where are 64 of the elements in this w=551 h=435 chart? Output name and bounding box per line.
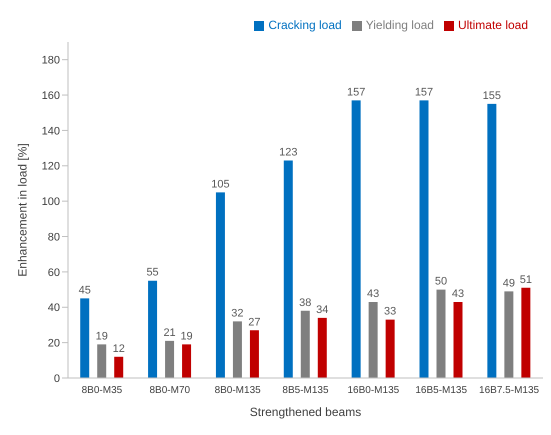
data-label: 19 [96,330,108,342]
data-label: 32 [231,307,244,320]
x-axis-title: Strengthened beams [250,405,362,419]
bar [368,302,378,378]
bar [232,321,242,378]
data-label: 105 [211,178,230,190]
data-label: 49 [502,277,515,290]
legend-label: Yielding load [366,18,434,32]
bar [436,290,446,378]
y-tick-label: 20 [48,338,60,350]
bar [97,344,106,378]
x-tick-label: 8B0-M70 [149,385,191,396]
bar [454,302,462,378]
legend-label: Cracking load [268,18,342,32]
x-tick-label: 8B0-M35 [82,385,123,396]
data-label: 21 [163,326,176,339]
x-tick-label: 16B5-M135 [415,385,468,396]
data-label: 123 [279,146,298,158]
data-label: 43 [452,288,464,300]
y-tick-label: 120 [42,160,60,173]
bar [386,320,395,378]
y-tick-label: 80 [48,231,60,244]
bar [165,340,174,378]
bar [182,344,192,378]
bar [521,288,530,378]
legend-label: Ultimate load [458,18,528,32]
y-tick-label: 180 [42,54,60,67]
y-tick-label: 100 [42,196,60,208]
data-label: 12 [112,342,125,355]
x-tick-label: 8B0-M135 [214,385,262,396]
data-label: 34 [316,304,328,316]
y-tick-label: 60 [48,266,60,279]
x-tick-label: 8B5-M135 [282,385,330,396]
bar [284,160,293,378]
data-label: 157 [346,86,366,98]
y-axis-title: Enhancement in load [%] [15,143,30,277]
data-label: 45 [78,284,91,296]
x-tick-label: 16B7.5-M135 [479,385,540,396]
y-tick-label: 140 [42,125,60,138]
bar [148,280,158,378]
data-label: 55 [146,266,159,279]
data-label: 43 [367,288,380,300]
bar [216,192,225,378]
data-label: 155 [482,90,502,102]
data-label: 33 [384,306,396,318]
bar [80,298,90,378]
bar [318,318,327,378]
x-tick-label: 16B0-M135 [348,385,400,396]
bar [352,100,361,378]
bar [504,291,514,378]
y-tick-label: 40 [48,302,60,314]
y-tick-label: 160 [42,90,60,102]
bar [487,104,496,378]
bar [114,356,124,378]
data-label: 51 [520,274,532,286]
bar [250,330,259,378]
data-label: 27 [248,316,261,328]
data-label: 157 [414,86,434,98]
bar [420,100,428,378]
data-label: 19 [180,330,193,342]
y-tick-label: 0 [54,372,60,385]
data-label: 38 [299,296,312,309]
data-label: 50 [434,276,448,288]
bar [300,310,310,378]
